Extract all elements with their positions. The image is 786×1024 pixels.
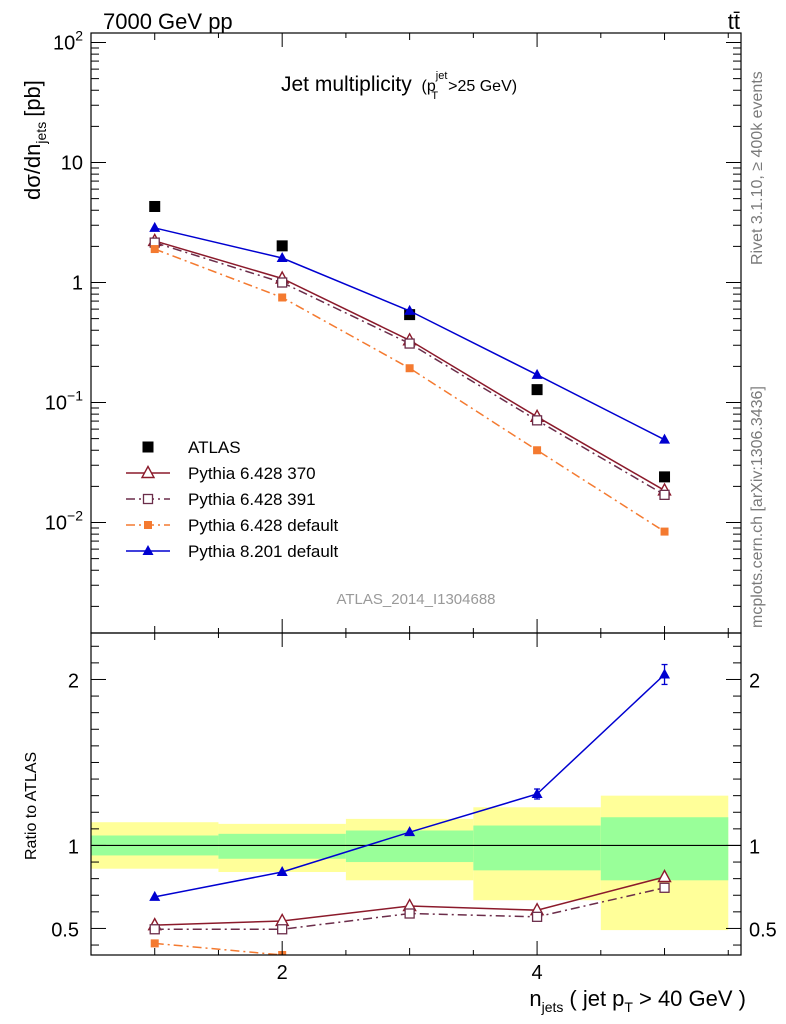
rivet-label: Rivet 3.1.10, ≥ 400k events [749,71,766,265]
ratio-point-p6_391-0 [149,924,160,935]
top-ytick-label-exp-3: −1 [67,388,83,404]
xlabel-tail: > 40 GeV ) [639,986,746,1011]
top-ytick-label-base-3: 10 [45,393,67,415]
xtick-label-0: 2 [277,962,288,984]
mcplots-label: mcplots.cern.ch [arXiv:1306.3436] [749,386,766,628]
ratio-ytick-label-left-2: 2 [68,670,79,692]
top-series-group [147,200,672,536]
legend-label-p6_391: Pythia 6.428 391 [188,490,316,509]
legend-marker-atlas [142,441,154,453]
top-point-p8_default-2 [404,304,416,315]
ratio-point-p8_default-1 [276,866,288,877]
top-point-p6_391-3 [531,415,543,426]
chart-title-cut-sup: jet [435,70,448,82]
xlabel-mid: ( jet p [569,986,624,1011]
chart-title-cut-sub: T [431,90,438,102]
top-ytick-label-base-0: 10 [53,33,75,55]
top-ytick-label-4: 10−2 [45,508,83,535]
top-point-p6_391-1 [277,277,288,288]
legend-label-p6_default: Pythia 6.428 default [188,516,339,535]
legend-label-p8_default: Pythia 8.201 default [188,542,339,561]
legend-marker-p6_default [144,521,152,529]
legend-marker-p6_391 [142,493,154,505]
top-line-p6_default [154,248,665,533]
ratio-point-p6_391-1 [277,924,288,935]
top-point-p8_default-1 [276,252,288,263]
top-ytick-label-exp-0: 2 [75,28,83,44]
ratio-ytick-label-right-0: 0.5 [749,919,777,941]
top-point-p6_default-1 [278,293,287,302]
top-ytick-label-base-2: 1 [72,273,83,295]
ratio-point-p6_391-2 [404,908,415,919]
ratio-series-group [147,663,672,955]
analysis-watermark: ATLAS_2014_I1304688 [336,591,495,608]
legend-marker-p6_370 [140,465,156,479]
ratio-point-p6_370-4 [657,869,672,883]
xlabel-sub: jets [541,999,564,1015]
ratio-point-p6_default-0 [150,939,159,948]
ratio-line-p6_default [154,942,283,955]
top-ylabel-unit: [pb] [20,80,45,117]
legend-label-atlas: ATLAS [188,438,241,457]
ratio-frame [90,632,742,956]
ratio-ylabel: Ratio to ATLAS [23,752,40,860]
process-label: tt̄ [728,9,740,34]
ratio-xlabel: njets ( jet pT > 40 GeV ) [529,986,746,1015]
top-ytick-label-1: 10 [61,153,83,175]
legend: ATLAS Pythia 6.428 370 Pythia 6.428 391 Pyt… [126,438,339,561]
legend-label-p6_370: Pythia 6.428 370 [188,464,316,483]
top-point-p6_391-2 [404,338,415,349]
ratio-ytick-label-right-1: 1 [749,836,760,858]
ratio-ytick-label-right-2: 2 [749,670,760,692]
axes-group [90,32,742,956]
top-point-atlas-1 [276,240,288,252]
ratio-point-p6_391-4 [659,882,670,893]
ratio-ytick-label-left-0: 0.5 [51,919,79,941]
top-point-atlas-0 [149,200,161,212]
top-point-p6_default-2 [405,364,414,373]
top-point-atlas-4 [659,471,671,483]
chart-title-cut: (p [422,78,436,95]
band-inner-3 [473,825,601,871]
chart-title: Jet multiplicity (pjet T >25 GeV) [281,70,517,102]
chart-title-main: Jet multiplicity [281,73,412,96]
top-point-p6_default-3 [533,446,542,455]
energy-label: 7000 GeV pp [103,9,233,34]
top-ylabel-sub: jets [33,122,49,145]
top-ytick-label-exp-4: −2 [67,508,83,524]
top-ytick-label-2: 1 [72,273,83,295]
top-ylabel-main: dσ/dn [20,144,45,200]
top-ytick-label-3: 10−1 [45,388,83,415]
ratio-point-p6_391-3 [531,911,543,922]
top-point-p6_391-4 [659,489,670,500]
top-ytick-label-base-4: 10 [45,513,67,535]
xlabel-mid-sub: T [624,999,633,1015]
top-ytick-label-0: 102 [53,28,83,55]
ratio-point-p8_default-0 [149,890,161,901]
legend-marker-p8_default [142,545,154,555]
top-point-p6_default-0 [150,245,159,254]
top-ytick-label-base-1: 10 [61,153,83,175]
xtick-label-1: 4 [532,962,543,984]
top-point-p8_default-0 [149,221,161,232]
top-point-p8_default-4 [659,433,671,444]
ratio-point-p8_default-2 [404,826,416,837]
top-ylabel: dσ/dnjets [pb] [20,80,49,200]
top-point-p6_default-4 [660,527,669,536]
top-point-atlas-3 [531,384,543,396]
chart-title-cut-tail: >25 GeV) [448,78,517,95]
band-inner-1 [218,833,346,859]
ratio-ytick-label-left-1: 1 [68,836,79,858]
top-point-p8_default-3 [531,368,543,379]
xlabel-main: n [529,986,541,1011]
